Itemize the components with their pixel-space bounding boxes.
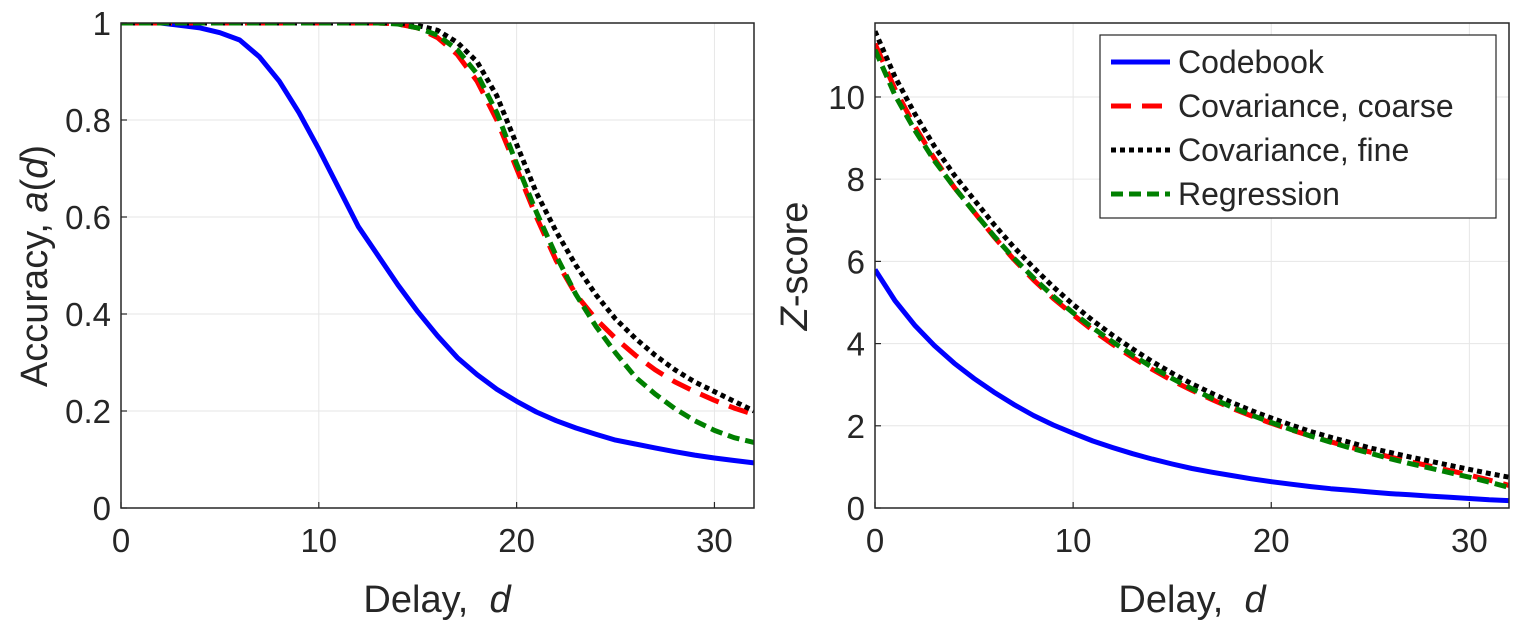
legend-label-codebook: Codebook (1178, 44, 1325, 80)
accuracy-x-tick-label: 0 (112, 522, 130, 559)
legend: Codebook Covariance, coarse Covariance, … (1099, 34, 1497, 219)
accuracy-x-tick-label: 10 (300, 522, 337, 559)
zscore-x-axis-label: Delay, d (1118, 579, 1267, 621)
accuracy-y-tick-label: 0 (93, 490, 111, 527)
zscore-series-codebook (875, 268, 1509, 504)
zscore-y-tick-label: 2 (847, 408, 865, 445)
accuracy-series-covariance-coarse (121, 23, 754, 417)
zscore-x-axis-label-var: d (1244, 579, 1267, 621)
accuracy-axes-box (120, 22, 755, 509)
zscore-ticks: 0 10 20 30 0 2 4 6 8 10 (828, 79, 1487, 559)
zscore-series-layer (875, 30, 1509, 504)
accuracy-x-axis-label-prefix: Delay, (363, 579, 489, 621)
zscore-y-tick-label: 6 (847, 243, 865, 280)
zscore-y-axis-label-var: Z (774, 305, 816, 331)
accuracy-y-axis-label-arg: d (14, 156, 56, 179)
zscore-x-tick-label: 30 (1451, 522, 1488, 559)
zscore-y-tick-label: 4 (847, 326, 865, 363)
accuracy-y-tick-label: 0.4 (65, 296, 111, 333)
accuracy-y-tick-label: 0.2 (65, 393, 111, 430)
accuracy-y-axis-label-open: ( (14, 178, 56, 191)
accuracy-y-tick-label: 1 (93, 5, 111, 42)
accuracy-x-tick-label: 30 (696, 522, 733, 559)
accuracy-y-tick-label: 0.6 (65, 199, 111, 236)
legend-label-regression: Regression (1178, 176, 1340, 212)
accuracy-x-tick-label: 20 (498, 522, 535, 559)
zscore-x-axis-label-prefix: Delay, (1118, 579, 1244, 621)
zscore-axes-box (874, 22, 1510, 509)
accuracy-x-axis-label: Delay, d (363, 579, 512, 621)
accuracy-plot: 0 10 20 30 0 0.2 0.4 0.6 0.8 1 Delay, d Accuracy,… (14, 5, 755, 621)
zscore-y-tick-label: 8 (847, 161, 865, 198)
legend-label-covariance-fine: Covariance, fine (1178, 132, 1409, 168)
zscore-y-axis-label-suffix: -score (774, 202, 816, 308)
accuracy-y-axis-label-var: a (14, 191, 56, 212)
zscore-x-tick-label: 0 (866, 522, 884, 559)
legend-entry-regression: Regression (1111, 176, 1340, 212)
accuracy-series-covariance-fine (121, 23, 754, 414)
legend-entry-codebook: Codebook (1111, 44, 1325, 80)
zscore-y-axis-label: Z-score (774, 202, 816, 332)
accuracy-plot-area (121, 23, 754, 508)
legend-entry-covariance-fine: Covariance, fine (1111, 132, 1409, 168)
zscore-series-regression (875, 48, 1509, 490)
accuracy-y-axis-label: Accuracy, a(d) (14, 145, 56, 387)
legend-box (1099, 34, 1497, 219)
zscore-x-tick-label: 10 (1055, 522, 1092, 559)
accuracy-grid (121, 23, 754, 508)
zscore-plot: 0 10 20 30 0 2 4 6 8 10 Delay, d Z-score Codebook… (774, 22, 1510, 621)
accuracy-x-axis-label-var: d (489, 579, 512, 621)
accuracy-y-axis-label-close: ) (14, 145, 56, 158)
zscore-y-tick-label: 0 (847, 490, 865, 527)
accuracy-series-codebook (121, 23, 754, 466)
accuracy-ticks: 0 10 20 30 0 0.2 0.4 0.6 0.8 1 (65, 5, 733, 559)
accuracy-y-tick-label: 0.8 (65, 102, 111, 139)
legend-entry-covariance-coarse: Covariance, coarse (1111, 88, 1454, 124)
zscore-y-tick-label: 10 (828, 79, 865, 116)
legend-label-covariance-coarse: Covariance, coarse (1178, 88, 1454, 124)
accuracy-series-layer (121, 23, 754, 466)
accuracy-y-axis-label-prefix: Accuracy, (14, 213, 56, 388)
zscore-x-tick-label: 20 (1253, 522, 1290, 559)
